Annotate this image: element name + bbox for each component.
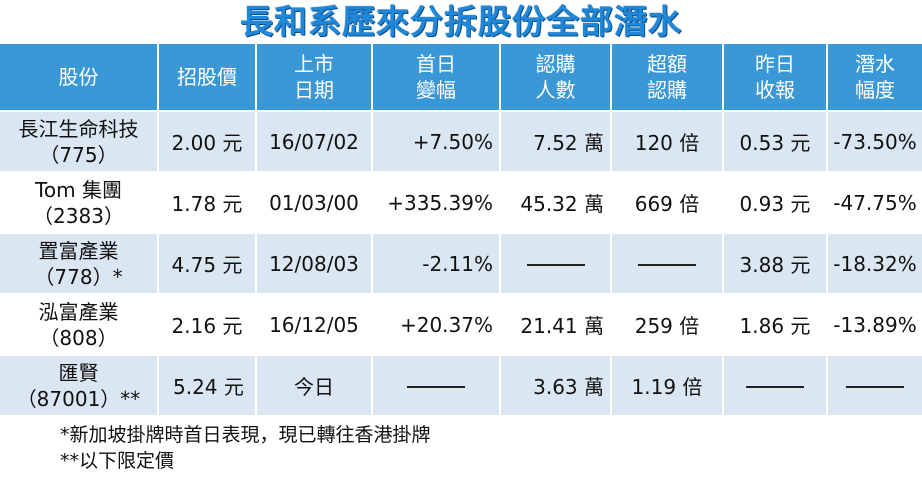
oversubscription-cell: 1.19 倍 [610,354,723,415]
dash-mark [638,264,696,266]
header-first-day-change: 首日 變幅 [371,44,500,111]
oversubscription-cell: 669 倍 [610,171,723,233]
ipo-price-cell: 2.16 元 [157,293,256,355]
list-date-cell: 16/07/02 [255,110,372,172]
first-day-change-cell [371,354,500,415]
header-oversubscription: 超額 認購 [610,44,723,111]
ipo-price-cell: 1.78 元 [157,171,256,233]
table-row: Tom 集團 （2383） 1.78 元 01/03/00 +335.39% 45… [0,171,922,233]
page-title: 長和系歷來分拆股份全部潛水 [240,2,682,41]
drop-cell [826,354,922,415]
drop-cell: -73.50% [826,110,922,172]
dash-mark [746,386,804,388]
first-day-change-cell: +20.37% [371,293,500,355]
stock-cell: Tom 集團 （2383） [0,171,158,233]
footnote-single-star: *新加坡掛牌時首日表現，現已轉往香港掛牌 [60,424,431,446]
oversubscription-cell: 259 倍 [610,293,723,355]
oversubscription-cell [610,232,723,294]
last-close-cell: 0.93 元 [722,171,827,233]
list-date-cell: 16/12/05 [255,293,372,355]
table-row: 長江生命科技 （775） 2.00 元 16/07/02 +7.50% 7.52 … [0,110,922,172]
subscribers-cell: 45.32 萬 [499,171,611,233]
ipo-price-cell: 4.75 元 [157,232,256,294]
header-subscribers: 認購 人數 [499,44,611,111]
oversubscription-cell: 120 倍 [610,110,723,172]
dash-mark [526,264,585,266]
ipo-price-cell: 5.24 元 [157,354,256,415]
subscribers-cell: 3.63 萬 [499,354,611,415]
footnotes: *新加坡掛牌時首日表現，現已轉往香港掛牌 **以下限定價 [60,422,431,474]
header-last-close: 昨日 收報 [722,44,827,111]
stock-cell: 泓富產業 （808） [0,293,158,355]
list-date-cell: 12/08/03 [255,232,372,294]
table-row: 匯賢 （87001）** 5.24 元 今日 3.63 萬 1.19 倍 [0,354,922,415]
table-row: 置富產業 （778）* 4.75 元 12/08/03 -2.11% 3.88 元… [0,232,922,294]
last-close-cell: 1.86 元 [722,293,827,355]
header-drop: 潛水 幅度 [826,44,922,111]
stock-cell: 長江生命科技 （775） [0,110,158,172]
dash-mark [407,386,465,388]
header-row: 股份 招股價 上市 日期 首日 變幅 認購 人數 超額 認購 昨日 收報 潛水 幅度 [0,44,922,111]
stock-cell: 匯賢 （87001）** [0,354,158,415]
list-date-cell: 01/03/00 [255,171,372,233]
spinoff-table: 股份 招股價 上市 日期 首日 變幅 認購 人數 超額 認購 昨日 收報 潛水 幅度 長江生… [0,44,922,415]
header-list-date: 上市 日期 [255,44,372,111]
dash-mark [846,386,904,388]
header-stock: 股份 [0,44,158,111]
drop-cell: -18.32% [826,232,922,294]
subscribers-cell: 21.41 萬 [499,293,611,355]
stock-cell: 置富產業 （778）* [0,232,158,294]
subscribers-cell: 7.52 萬 [499,110,611,172]
table-row: 泓富產業 （808） 2.16 元 16/12/05 +20.37% 21.41 … [0,293,922,355]
footnote-double-star: **以下限定價 [60,450,175,472]
first-day-change-cell: +7.50% [371,110,500,172]
first-day-change-cell: -2.11% [371,232,500,294]
last-close-cell [722,354,827,415]
last-close-cell: 0.53 元 [722,110,827,172]
header-ipo-price: 招股價 [157,44,256,111]
ipo-price-cell: 2.00 元 [157,110,256,172]
drop-cell: -47.75% [826,171,922,233]
first-day-change-cell: +335.39% [371,171,500,233]
list-date-cell: 今日 [255,354,372,415]
last-close-cell: 3.88 元 [722,232,827,294]
drop-cell: -13.89% [826,293,922,355]
subscribers-cell [499,232,611,294]
